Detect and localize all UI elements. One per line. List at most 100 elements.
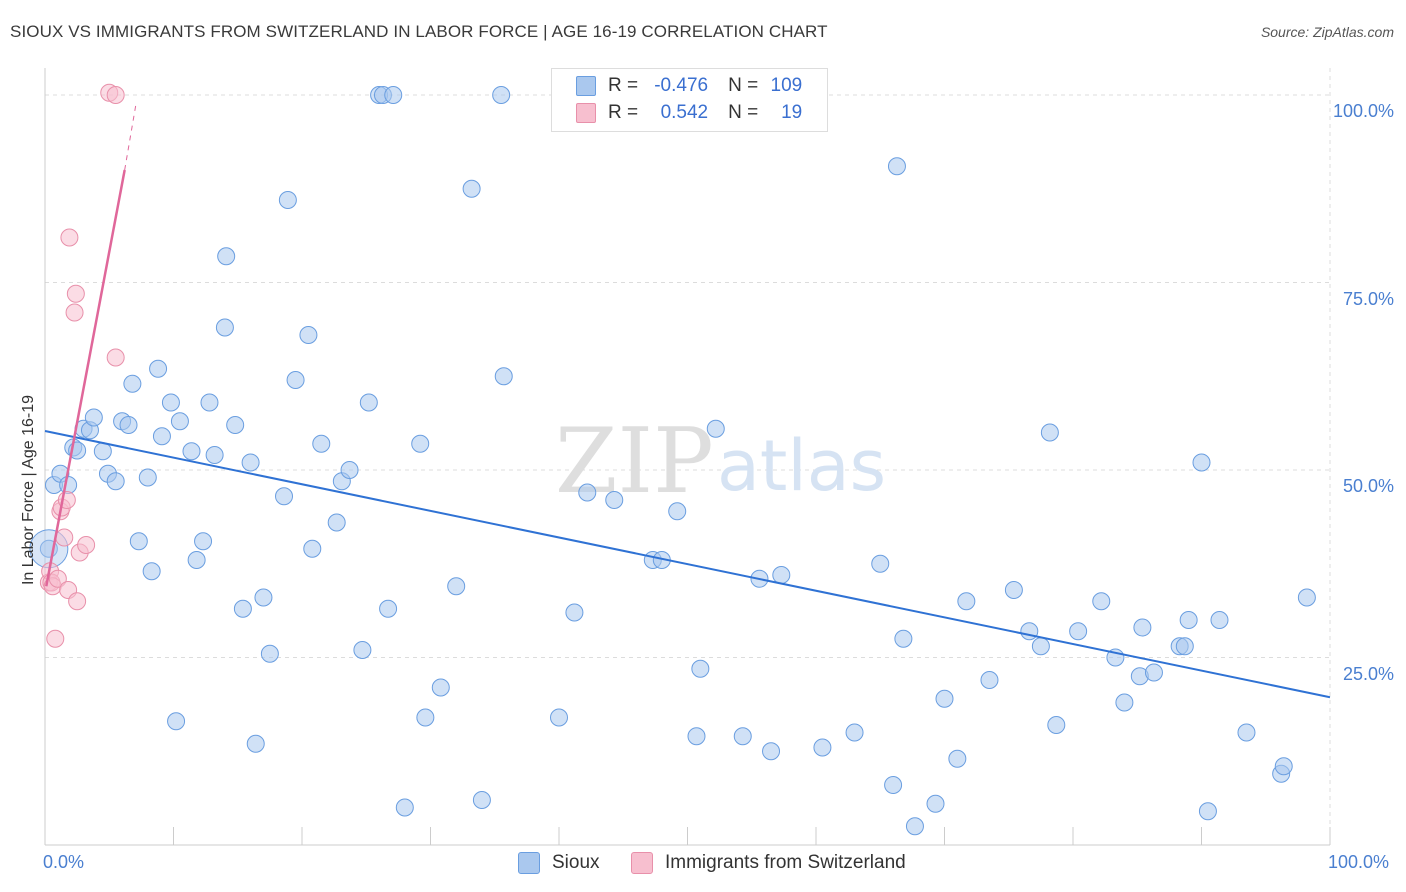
sioux-point: [359, 393, 378, 412]
legend-row-swiss: R = 0.542 N = 19: [576, 100, 802, 126]
sioux-point: [905, 817, 924, 836]
sioux-point: [84, 408, 103, 427]
x-tick-label-max: 100.0%: [1328, 852, 1390, 872]
sioux-point: [762, 742, 781, 761]
sioux-point: [254, 588, 273, 607]
sioux-point: [106, 472, 125, 491]
sioux-point: [152, 427, 171, 446]
sioux-point: [182, 442, 201, 461]
y-tick-label: 25.0%: [1342, 663, 1394, 684]
y-axis-label-wrap: In Labor Force | Age 16-19: [14, 210, 44, 770]
series-legend-item-swiss[interactable]: Immigrants from Switzerland: [631, 852, 906, 874]
series-legend-label-swiss: Immigrants from Switzerland: [665, 852, 906, 873]
source-label: Source: ZipAtlas.com: [1260, 24, 1394, 40]
sioux-point: [260, 644, 279, 663]
swiss-point: [48, 569, 67, 588]
legend-swatch-sioux: [576, 76, 596, 96]
sioux-point: [340, 461, 359, 479]
sioux-point: [129, 532, 148, 551]
sioux-point: [691, 659, 710, 678]
y-tick-label: 75.0%: [1342, 288, 1394, 309]
sioux-point: [1047, 716, 1066, 734]
axis-layer: [44, 68, 1331, 846]
sioux-point: [1210, 611, 1229, 629]
sioux-point: [200, 393, 219, 412]
sioux-point: [668, 502, 687, 521]
sioux-point: [772, 566, 791, 584]
sioux-point: [170, 412, 189, 431]
sioux-trend-line: [44, 430, 1331, 699]
sioux-point: [492, 86, 511, 104]
sioux-point: [138, 468, 157, 487]
sioux-point: [494, 367, 513, 386]
sioux-point: [142, 562, 161, 581]
sioux-point: [1031, 637, 1050, 656]
sioux-point: [845, 723, 864, 742]
swiss-point: [106, 86, 125, 104]
sioux-point: [286, 371, 305, 389]
swiss-trend-line-extension: [124, 102, 137, 171]
trend-layer: [44, 102, 1331, 699]
sioux-point: [578, 483, 597, 502]
watermark-zip: ZIP: [555, 409, 714, 514]
swiss-point: [55, 528, 74, 547]
swiss-point: [65, 303, 84, 322]
sioux-point: [93, 442, 112, 461]
series-legend: Sioux Immigrants from Switzerland: [0, 852, 1406, 876]
swiss-trend-line: [45, 169, 126, 587]
sioux-point: [1237, 723, 1256, 742]
sioux-point: [935, 689, 954, 708]
legend-n-value-sioux: 109: [770, 75, 803, 96]
sioux-point: [687, 727, 706, 746]
legend-n-label: N =: [728, 102, 759, 123]
swiss-point: [77, 536, 96, 554]
sioux-point: [733, 727, 752, 746]
swiss-point: [68, 592, 87, 611]
sioux-point: [980, 671, 999, 689]
sioux-point: [167, 712, 186, 731]
sioux-point: [246, 734, 265, 753]
sioux-point: [226, 416, 245, 434]
series-legend-label-sioux: Sioux: [552, 852, 600, 873]
sioux-point: [550, 708, 568, 727]
sioux-point: [948, 749, 967, 768]
sioux-point: [395, 798, 414, 817]
sioux-point: [894, 629, 913, 648]
sioux-point: [887, 157, 906, 176]
legend-r-value-swiss: 0.542: [660, 102, 709, 123]
sioux-point: [353, 641, 372, 659]
sioux-point: [957, 592, 976, 611]
legend-swatch-swiss: [576, 103, 596, 123]
sioux-point: [278, 191, 297, 209]
sioux-point: [123, 374, 142, 393]
y-tick-label: 50.0%: [1342, 476, 1394, 496]
sioux-point: [217, 247, 236, 266]
sioux-point: [119, 416, 138, 434]
series-legend-item-sioux[interactable]: Sioux: [518, 852, 600, 874]
sioux-point: [275, 487, 294, 506]
swiss-point: [106, 348, 125, 367]
sioux-point: [1069, 622, 1088, 641]
swiss-point: [46, 629, 65, 648]
y-tick-label: 100.0%: [1332, 101, 1394, 121]
sioux-point: [871, 554, 890, 573]
x-tick-label-min: 0.0%: [43, 852, 85, 872]
sioux-point: [233, 599, 252, 618]
swiss-point: [60, 228, 79, 247]
y-axis-label: In Labor Force | Age 16-19: [20, 394, 37, 586]
sioux-point: [379, 599, 398, 618]
sioux-point: [59, 476, 78, 494]
sioux-point: [215, 318, 234, 337]
sioux-point: [241, 453, 260, 472]
sioux-point: [1092, 592, 1111, 611]
sioux-point: [884, 776, 903, 794]
sioux-point: [194, 532, 213, 551]
sioux-point: [1040, 423, 1059, 442]
sioux-point: [1198, 802, 1217, 821]
sioux-point: [384, 86, 403, 104]
watermark-atlas: atlas: [717, 425, 886, 507]
legend-row-sioux: R = -0.476 N = 109: [576, 73, 802, 99]
sioux-point: [1115, 693, 1134, 712]
sioux-point: [472, 791, 491, 809]
